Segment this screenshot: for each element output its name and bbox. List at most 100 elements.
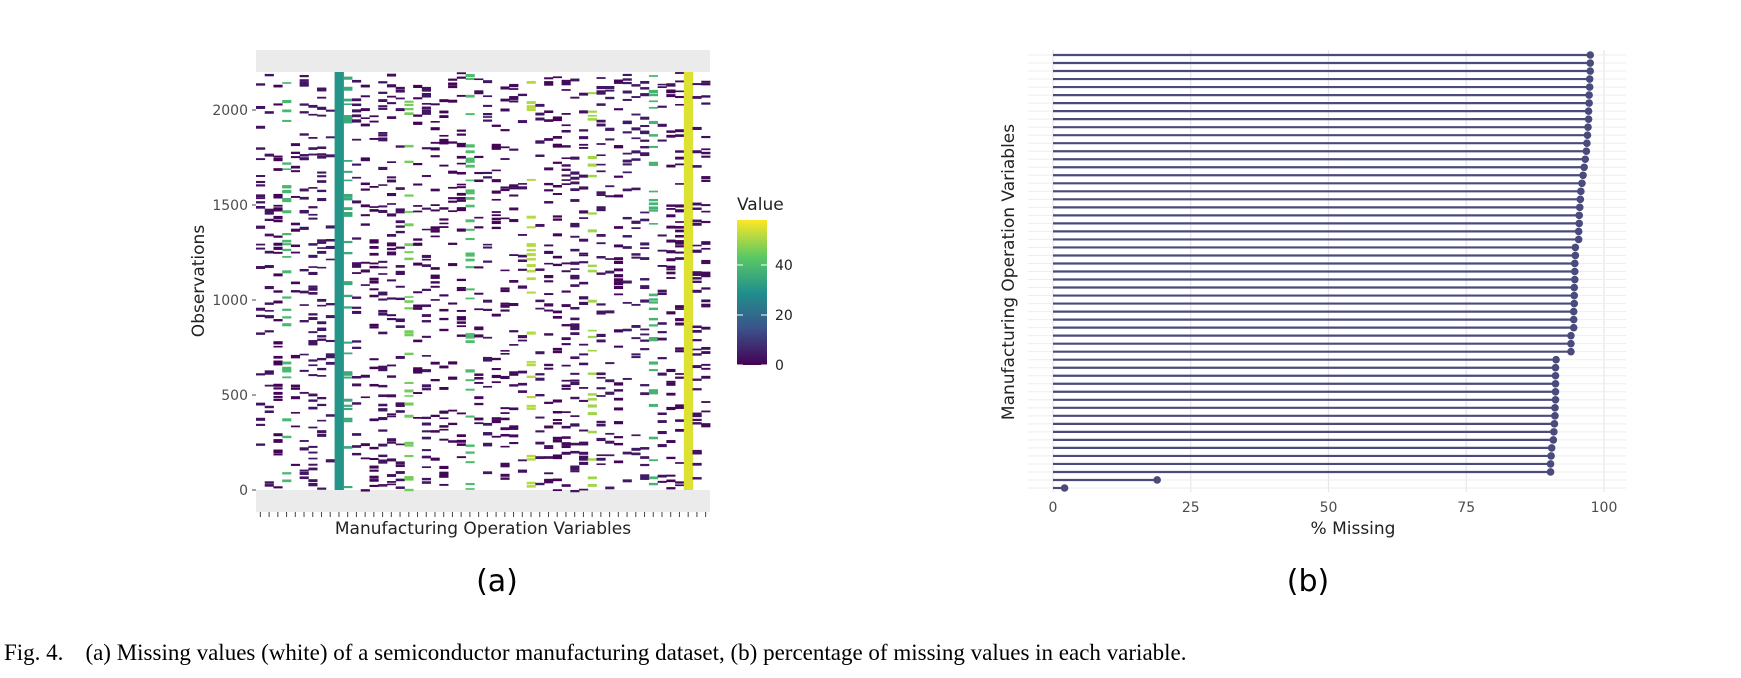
heatmap-cell <box>474 402 484 406</box>
heatmap-cell <box>352 340 362 343</box>
heatmap-cell <box>500 309 510 312</box>
heatmap-cell <box>570 284 580 287</box>
heatmap-cell <box>273 450 283 454</box>
heatmap-cell <box>491 190 501 194</box>
heatmap-cell <box>378 132 388 134</box>
heatmap-cell <box>570 156 580 160</box>
heatmap-cell <box>579 387 589 389</box>
heatmap-cell <box>605 440 615 444</box>
heatmap-cell <box>596 333 606 337</box>
heatmap-cell <box>273 242 283 246</box>
x-axis-ticks <box>259 512 707 517</box>
heatmap-cell <box>421 422 432 426</box>
heatmap-cell <box>544 472 554 475</box>
heatmap-cell <box>544 110 554 114</box>
heatmap-cell <box>666 208 676 210</box>
heatmap-cell <box>596 163 606 166</box>
heatmap-cell <box>692 451 702 455</box>
x-tick-label: 50 <box>1320 500 1338 516</box>
heatmap-cell <box>640 339 650 342</box>
heatmap-cell <box>325 353 335 357</box>
heatmap-cell <box>675 428 685 432</box>
heatmap-cell <box>535 430 545 433</box>
heatmap-cell <box>526 375 536 378</box>
heatmap-cell <box>404 488 414 492</box>
heatmap-cell <box>613 436 624 439</box>
heatmap-cell <box>570 188 580 192</box>
heatmap-cell <box>692 412 702 416</box>
heatmap-cell <box>264 218 274 221</box>
heatmap-cell <box>474 266 484 269</box>
heatmap-cell <box>701 299 711 303</box>
heatmap-cell <box>465 297 475 300</box>
heatmap-cell <box>640 257 650 260</box>
heatmap-cell <box>526 80 536 84</box>
heatmap-cell <box>430 276 440 279</box>
heatmap-cell <box>640 131 650 135</box>
heatmap-cell <box>657 249 667 252</box>
heatmap-cell <box>666 225 676 229</box>
heatmap-cell <box>264 330 274 333</box>
heatmap-cell <box>622 120 632 123</box>
heatmap-cell <box>692 96 702 99</box>
heatmap-cell <box>666 311 676 315</box>
heatmap-cell <box>675 72 685 74</box>
heatmap-cell <box>596 191 606 195</box>
heatmap-cell <box>535 373 545 376</box>
heatmap-cell <box>273 209 283 212</box>
heatmap-cell <box>439 328 449 332</box>
heatmap-cell <box>561 82 571 86</box>
heatmap-cell <box>448 242 458 245</box>
heatmap-cell <box>430 457 440 461</box>
heatmap-cell <box>325 245 335 249</box>
heatmap-cell <box>299 211 309 214</box>
heatmap-cell <box>299 196 309 200</box>
heatmap-cell <box>378 309 388 313</box>
heatmap-cell <box>369 358 379 361</box>
heatmap-cell <box>552 218 562 221</box>
heatmap-cell <box>622 235 632 238</box>
heatmap-cell <box>526 178 536 181</box>
heatmap-cell <box>290 387 301 390</box>
heatmap-cell <box>500 289 510 293</box>
heatmap-cell <box>552 184 562 188</box>
heatmap-cell <box>622 163 632 166</box>
heatmap-cell <box>500 304 510 308</box>
heatmap-cell <box>570 489 580 493</box>
heatmap-cell <box>552 263 562 267</box>
heatmap-cell <box>317 266 327 269</box>
heatmap-cell <box>561 442 571 446</box>
heatmap-cell <box>579 353 589 356</box>
heatmap-cell <box>648 317 659 321</box>
heatmap-cell <box>692 330 702 333</box>
heatmap-cell <box>456 171 466 175</box>
heatmap-cell <box>430 267 440 270</box>
heatmap-cell <box>517 183 528 185</box>
lollipop-point <box>1551 395 1560 404</box>
heatmap-cell <box>509 427 519 430</box>
heatmap-cell <box>352 114 362 118</box>
heatmap-cell <box>256 105 266 109</box>
heatmap-cell <box>648 145 659 148</box>
heatmap-cell <box>256 194 266 198</box>
heatmap-cell <box>631 434 641 437</box>
heatmap-cell <box>317 198 327 202</box>
heatmap-cell <box>256 175 266 177</box>
heatmap-cell <box>500 445 510 448</box>
heatmap-cell <box>517 254 528 258</box>
lollipop-point <box>1586 51 1595 59</box>
heatmap-cell <box>378 91 388 94</box>
heatmap-cell <box>308 393 318 397</box>
heatmap-cell <box>552 478 562 482</box>
heatmap-cell <box>544 480 554 484</box>
heatmap-cell <box>587 404 597 408</box>
heatmap-cell <box>640 384 650 387</box>
heatmap-cell <box>343 352 353 355</box>
heatmap-cell <box>299 447 309 451</box>
heatmap-cell <box>360 214 370 217</box>
heatmap-cell <box>483 171 493 175</box>
heatmap-cell <box>421 92 432 96</box>
heatmap-cell <box>264 315 274 318</box>
heatmap-cell <box>465 335 475 339</box>
heatmap-cell <box>526 407 536 410</box>
